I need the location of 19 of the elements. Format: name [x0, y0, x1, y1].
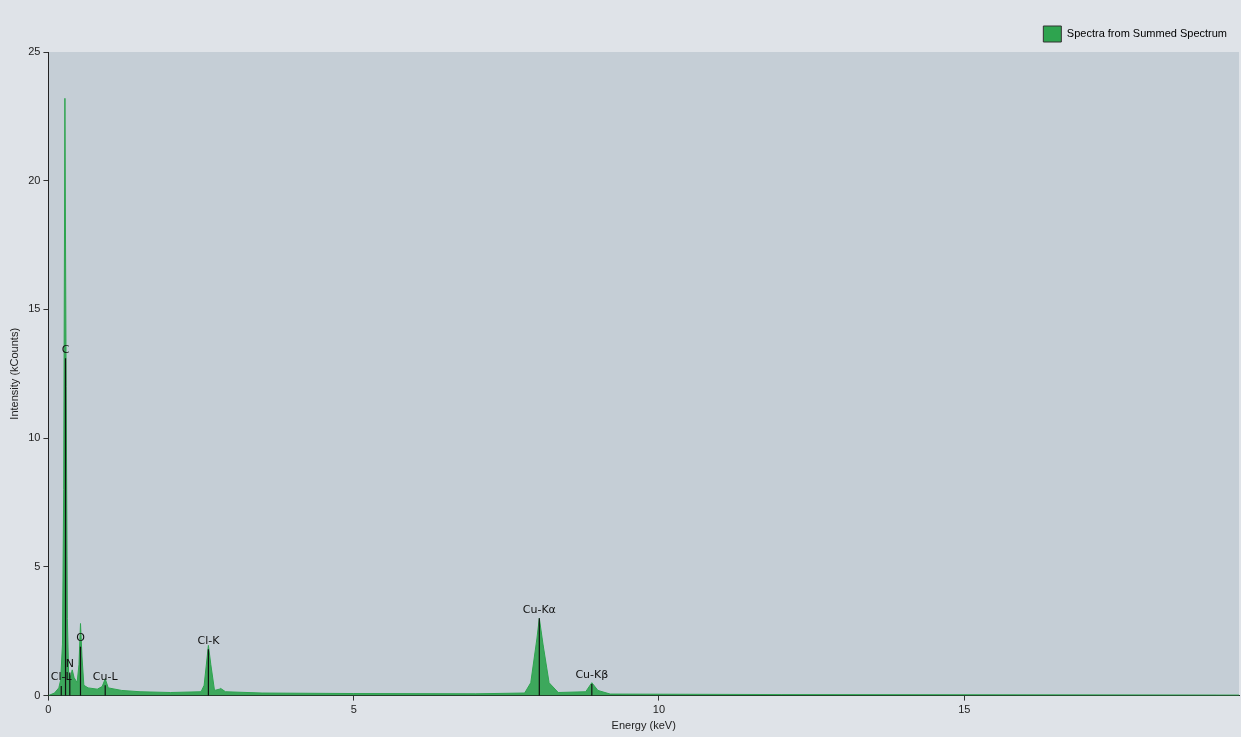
y-tick-label: 25 — [28, 45, 41, 58]
x-tick-label: 15 — [958, 703, 971, 716]
x-axis-title: Energy (keV) — [611, 719, 676, 732]
annotation: Cu-Kα — [522, 602, 556, 616]
y-tick-label: 15 — [28, 302, 41, 315]
y-tick-label: 5 — [34, 559, 41, 572]
annotation: Cl-K — [197, 633, 221, 647]
y-tick-label: 10 — [28, 431, 41, 444]
annotation: Cu-L — [92, 669, 119, 683]
x-tick-label: 0 — [45, 703, 52, 716]
x-tick-label: 10 — [652, 703, 666, 716]
x-tick-label: 5 — [350, 703, 357, 716]
legend-label: Spectra from Summed Spectrum — [1066, 27, 1228, 40]
y-tick-label: 20 — [28, 173, 41, 186]
annotation: Cl-L — [50, 670, 73, 684]
y-axis-title: Intensity (kCounts) — [7, 327, 20, 420]
annotation: Cu-Kβ — [575, 668, 609, 682]
y-tick-label: 0 — [34, 688, 41, 701]
annotation: C — [61, 342, 70, 356]
